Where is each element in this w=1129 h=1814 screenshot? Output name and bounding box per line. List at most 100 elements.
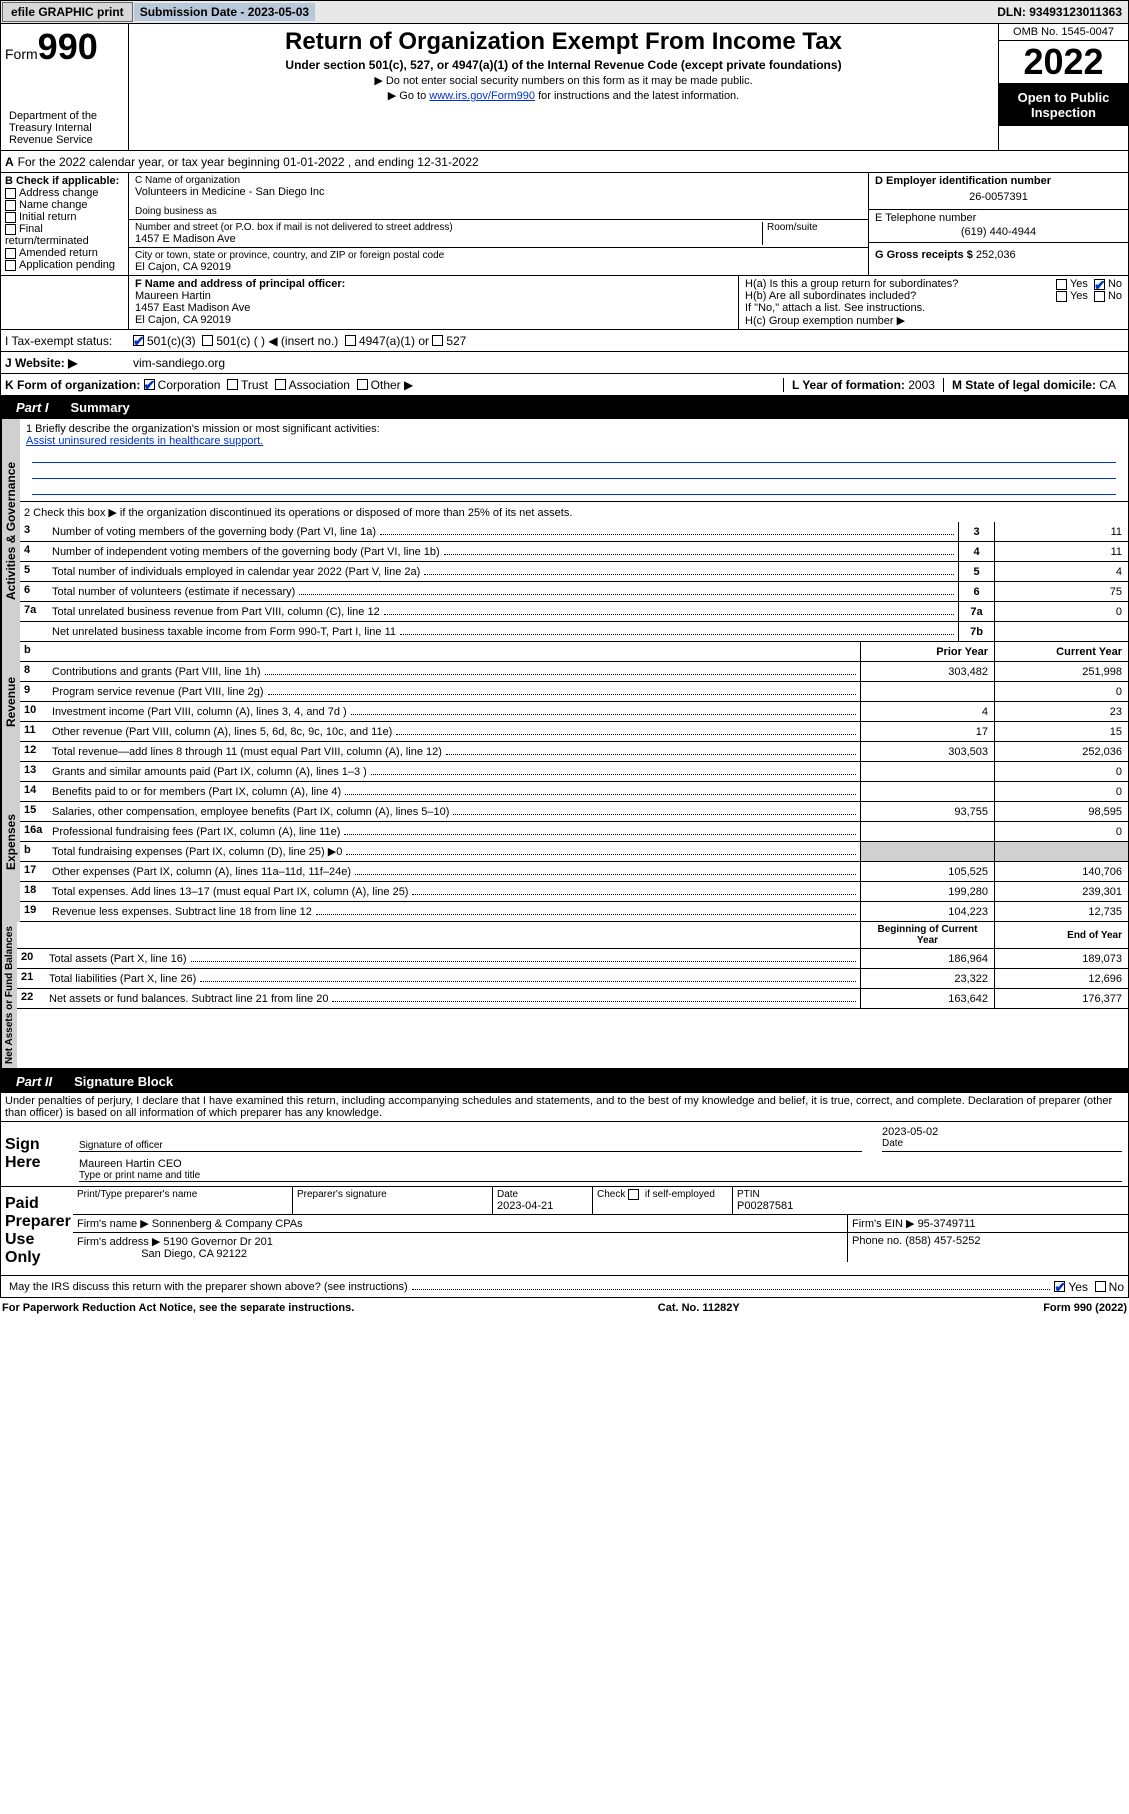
domicile-label: M State of legal domicile: xyxy=(952,378,1096,392)
527-checkbox[interactable] xyxy=(432,335,443,346)
amended-return-label: Amended return xyxy=(19,247,98,259)
prior-year-value xyxy=(860,842,994,861)
website-value: vim-sandiego.org xyxy=(133,356,225,370)
open-to-public-label: Open to Public Inspection xyxy=(999,84,1128,126)
line-text: Total fundraising expenses (Part IX, col… xyxy=(48,842,860,861)
line-num: 18 xyxy=(20,882,48,901)
firm-name-label: Firm's name ▶ xyxy=(77,1218,149,1230)
table-row: 15 Salaries, other compensation, employe… xyxy=(20,802,1128,822)
prep-date-value: 2023-04-21 xyxy=(497,1200,588,1212)
trust-checkbox[interactable] xyxy=(227,379,238,390)
mission-text[interactable]: Assist uninsured residents in healthcare… xyxy=(26,435,263,447)
table-row: 13 Grants and similar amounts paid (Part… xyxy=(20,762,1128,782)
line-num: 5 xyxy=(20,562,48,581)
line-code: 7a xyxy=(958,602,994,621)
4947-checkbox[interactable] xyxy=(345,335,356,346)
line-text: Investment income (Part VIII, column (A)… xyxy=(48,702,860,721)
efile-print-button[interactable]: efile GRAPHIC print xyxy=(2,2,133,22)
firm-ein-value: 95-3749711 xyxy=(918,1218,976,1230)
current-year-value: 0 xyxy=(994,822,1128,841)
firm-phone-label: Phone no. xyxy=(852,1235,902,1247)
other-label: Other ▶ xyxy=(371,378,414,392)
gross-receipts-value: 252,036 xyxy=(976,249,1016,261)
group-return-no-checkbox[interactable] xyxy=(1094,279,1105,290)
sig-date-value: 2023-05-02 xyxy=(882,1126,1122,1138)
association-checkbox[interactable] xyxy=(275,379,286,390)
table-row: 21 Total liabilities (Part X, line 26) 2… xyxy=(17,969,1128,989)
501c-label: 501(c) ( ) ◀ (insert no.) xyxy=(216,334,338,348)
subordinates-yes-checkbox[interactable] xyxy=(1056,291,1067,302)
current-year-value: 140,706 xyxy=(994,862,1128,881)
activities-governance-vlabel: Activities & Governance xyxy=(1,419,20,642)
subordinates-no-checkbox[interactable] xyxy=(1094,291,1105,302)
self-employed-checkbox[interactable] xyxy=(628,1189,639,1200)
line-text: Number of independent voting members of … xyxy=(48,542,958,561)
line-num: 8 xyxy=(20,662,48,681)
street-value: 1457 E Madison Ave xyxy=(135,233,762,245)
group-exemption-label: H(c) Group exemption number ▶ xyxy=(745,314,1122,327)
527-label: 527 xyxy=(446,334,466,348)
footer-right: Form 990 (2022) xyxy=(1043,1302,1127,1314)
tax-year-range: For the 2022 calendar year, or tax year … xyxy=(18,155,479,169)
application-pending-checkbox[interactable] xyxy=(5,260,16,271)
irs-link[interactable]: www.irs.gov/Form990 xyxy=(429,90,535,102)
form-number: 990 xyxy=(38,26,98,67)
prior-year-value xyxy=(860,682,994,701)
line-text: Program service revenue (Part VIII, line… xyxy=(48,682,860,701)
current-year-value: 0 xyxy=(994,762,1128,781)
subordinates-label: H(b) Are all subordinates included? xyxy=(745,290,1056,302)
officer-city: El Cajon, CA 92019 xyxy=(135,314,732,326)
name-change-checkbox[interactable] xyxy=(5,200,16,211)
current-year-value: 189,073 xyxy=(994,949,1128,968)
table-row: 4 Number of independent voting members o… xyxy=(20,542,1128,562)
may-irs-yes-checkbox[interactable] xyxy=(1054,1281,1065,1292)
domicile-value: CA xyxy=(1099,378,1116,392)
address-change-checkbox[interactable] xyxy=(5,188,16,199)
tax-exempt-label: I Tax-exempt status: xyxy=(5,334,133,348)
amended-return-checkbox[interactable] xyxy=(5,248,16,259)
ein-value: 26-0057391 xyxy=(875,187,1122,207)
line-text: Salaries, other compensation, employee b… xyxy=(48,802,860,821)
current-year-value: 23 xyxy=(994,702,1128,721)
trust-label: Trust xyxy=(241,378,268,392)
form-prefix: Form xyxy=(5,46,38,62)
department-label: Department of the Treasury Internal Reve… xyxy=(5,108,124,148)
current-year-value: 15 xyxy=(994,722,1128,741)
line-num: 19 xyxy=(20,902,48,921)
association-label: Association xyxy=(289,378,350,392)
paid-preparer-label: Paid Preparer Use Only xyxy=(1,1187,73,1275)
city-label: City or town, state or province, country… xyxy=(135,250,862,261)
self-employed-check-label: Check xyxy=(597,1189,628,1200)
tax-exempt-status-row: I Tax-exempt status: 501(c)(3) 501(c) ( … xyxy=(0,330,1129,352)
current-year-value xyxy=(994,842,1128,861)
line-num xyxy=(20,622,48,641)
corporation-checkbox[interactable] xyxy=(144,379,155,390)
other-checkbox[interactable] xyxy=(357,379,368,390)
current-year-value: 0 xyxy=(994,682,1128,701)
group-return-yes-checkbox[interactable] xyxy=(1056,279,1067,290)
firm-name-value: Sonnenberg & Company CPAs xyxy=(152,1218,303,1230)
line-text: Contributions and grants (Part VIII, lin… xyxy=(48,662,860,681)
table-row: 18 Total expenses. Add lines 13–17 (must… xyxy=(20,882,1128,902)
initial-return-label: Initial return xyxy=(19,211,76,223)
prior-year-value: 199,280 xyxy=(860,882,994,901)
footer-catalog: Cat. No. 11282Y xyxy=(658,1302,740,1314)
initial-return-checkbox[interactable] xyxy=(5,212,16,223)
may-irs-no-checkbox[interactable] xyxy=(1095,1281,1106,1292)
prior-year-value: 17 xyxy=(860,722,994,741)
table-row: 19 Revenue less expenses. Subtract line … xyxy=(20,902,1128,922)
prior-year-value: 93,755 xyxy=(860,802,994,821)
ptin-label: PTIN xyxy=(737,1189,1124,1200)
signature-block: Sign Here Signature of officer 2023-05-0… xyxy=(0,1121,1129,1276)
table-row: 14 Benefits paid to or for members (Part… xyxy=(20,782,1128,802)
firm-addr1-value: 5190 Governor Dr 201 xyxy=(163,1236,272,1248)
line-num: 17 xyxy=(20,862,48,881)
org-name-value: Volunteers in Medicine - San Diego Inc xyxy=(135,186,862,198)
501c-checkbox[interactable] xyxy=(202,335,213,346)
top-bar: efile GRAPHIC print Submission Date - 20… xyxy=(0,0,1129,24)
line-num: b xyxy=(20,842,48,861)
501c3-checkbox[interactable] xyxy=(133,335,144,346)
table-row: 12 Total revenue—add lines 8 through 11 … xyxy=(20,742,1128,762)
part-2-header: Part II Signature Block xyxy=(0,1070,1129,1093)
final-return-checkbox[interactable] xyxy=(5,224,16,235)
